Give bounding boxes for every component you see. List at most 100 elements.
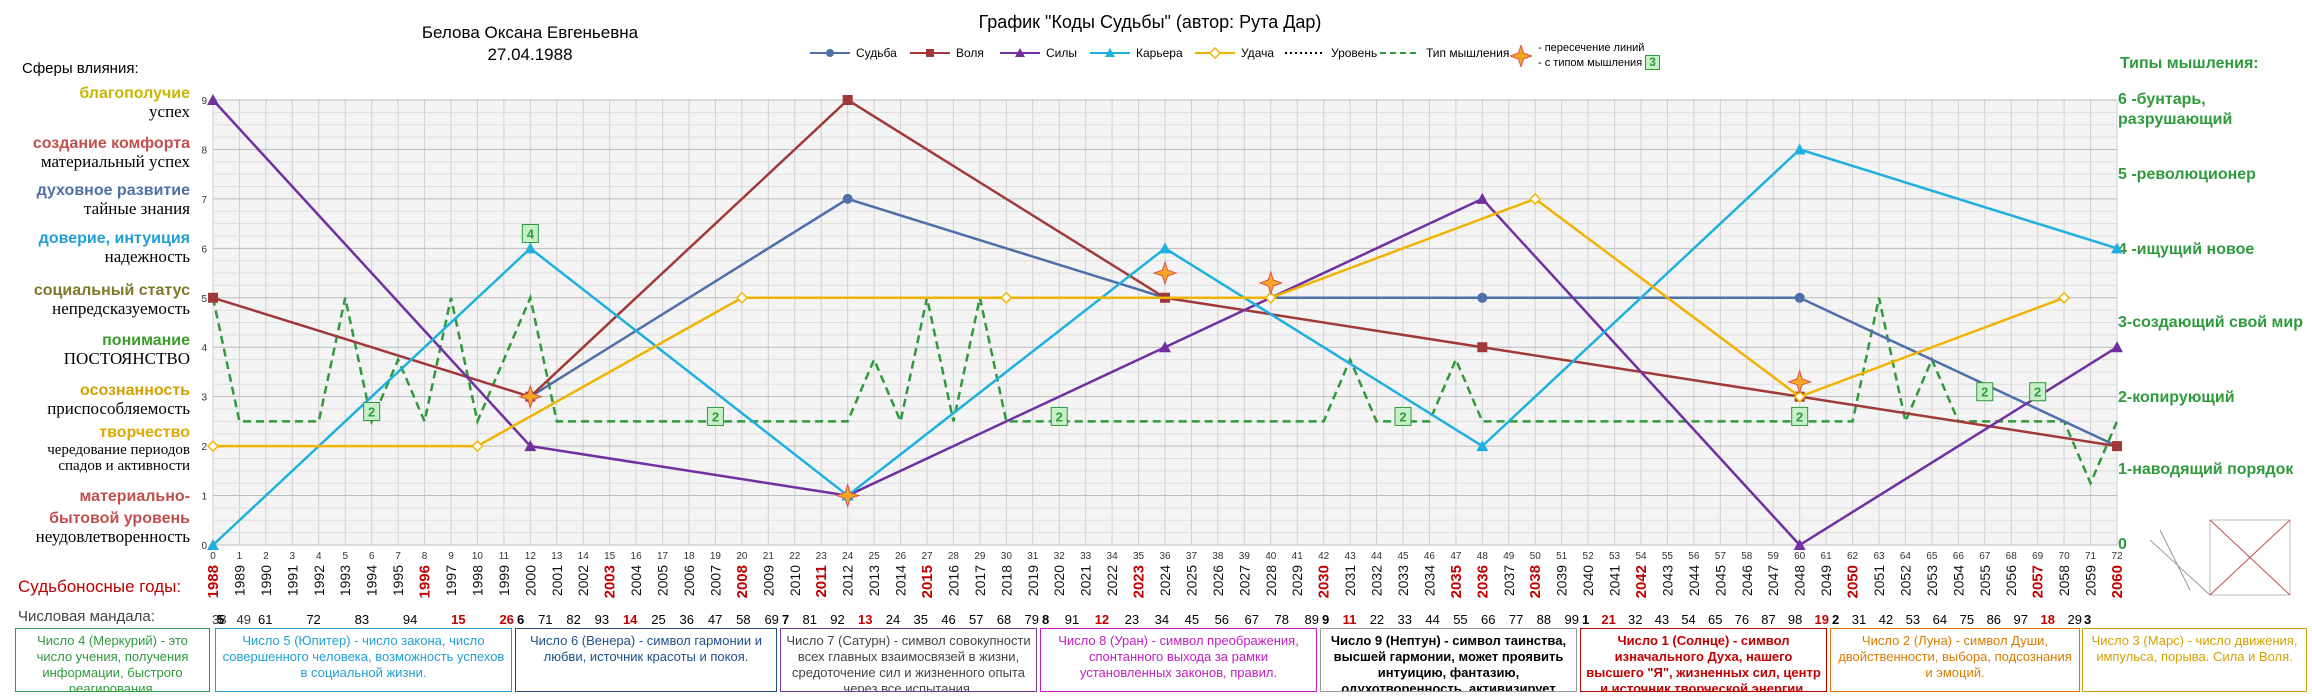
intersection-star (1787, 369, 1813, 395)
x-age-label: 17 (657, 551, 669, 562)
thinking-type-3: 3-создающий свой мир (2118, 314, 2303, 331)
x-year-label: 2036 (1474, 565, 1491, 598)
x-year-label: 2047 (1765, 565, 1781, 596)
mandala-number-group: 2 31 42 53 64 75 86 97 18 29 (1832, 612, 2082, 627)
x-year-label: 1989 (231, 565, 247, 596)
mandala-number: 6 (517, 612, 525, 627)
mandala-number: 24 (885, 612, 901, 627)
x-year-label: 1993 (337, 565, 353, 596)
x-age-label: 12 (525, 551, 537, 562)
mandala-number: 64 (1932, 612, 1948, 627)
y-tick-label: 5 (201, 294, 207, 305)
intersection-star (835, 482, 861, 509)
legend-item-intersection: - пересечение линий - с типом мышления 3 (1510, 42, 1660, 70)
mandala-number: 35 (913, 612, 928, 627)
series-Воля-point (842, 95, 853, 105)
series-Силы-point (2111, 341, 2123, 353)
mandala-number: 21 (1601, 612, 1616, 627)
x-age-label: 51 (1556, 551, 1568, 562)
thinking-badge (1976, 382, 1994, 402)
mandala-box: Число 2 (Луна) - символ Души, двойственн… (1830, 628, 2080, 692)
series-Силы-point (1793, 539, 1806, 550)
x-age-label: 7 (395, 551, 401, 562)
x-year-label: 2050 (1845, 565, 1862, 598)
x-age-label: 58 (1741, 551, 1753, 562)
x-age-label: 60 (1794, 551, 1806, 562)
x-year-label: 2006 (681, 565, 697, 596)
mandala-number: 36 (679, 612, 695, 627)
spheres-title: Сферы влияния: (22, 60, 139, 77)
legend-marker-square-icon (910, 49, 950, 57)
x-age-label: 26 (895, 551, 907, 562)
mandala-number: 72 (306, 612, 321, 627)
mandala-number-group: 8 91 12 23 34 45 56 67 78 89 (1042, 612, 1319, 627)
legend-item-tip-myshleniya: Тип мышления (1380, 46, 1509, 60)
mandala-number: 83 (354, 612, 370, 627)
sphere-item: духовное развитие тайные знания (36, 182, 190, 218)
series-Воля-point (1477, 342, 1488, 353)
series-Карьера-point (524, 242, 537, 254)
mini-diagram-icon (2150, 519, 2291, 596)
thinking-badge (1394, 406, 1412, 426)
mandala-number: 87 (1761, 612, 1776, 627)
mandala-number: 42 (1878, 612, 1894, 627)
x-year-label: 2029 (1289, 565, 1305, 596)
x-year-label: 2001 (549, 565, 565, 596)
legend-marker-circle-icon (810, 49, 850, 57)
mandala-number: 8 (1042, 612, 1050, 627)
x-year-label: 2024 (1157, 565, 1173, 596)
x-year-label: 2038 (1527, 565, 1544, 598)
x-age-label: 42 (1318, 551, 1330, 562)
y-tick-label: 3 (201, 393, 207, 404)
x-year-label: 2009 (760, 565, 776, 596)
x-year-label: 2028 (1263, 565, 1279, 596)
y-tick-label: 0 (201, 541, 207, 552)
mandala-number: 89 (1304, 612, 1319, 627)
mandala-number: 12 (1094, 612, 1110, 627)
mandala-box: Число 5 (Юпитер) - число закона, число с… (215, 628, 512, 692)
x-age-label: 68 (2006, 551, 2018, 562)
x-year-label: 2012 (840, 565, 856, 596)
x-age-label: 10 (472, 551, 484, 562)
mandala-box: Число 1 (Солнце) - символ изначального Д… (1580, 628, 1827, 692)
y-tick-label: 9 (201, 96, 207, 107)
spheres-panel: благополучие успех создание комфорта матер… (0, 0, 200, 560)
x-age-label: 40 (1265, 551, 1277, 562)
thinking-type-5: 5 -революционер (2118, 166, 2256, 183)
x-year-label: 1988 (205, 565, 222, 598)
x-age-label: 38 (1212, 551, 1224, 562)
legend-marker-diamond-icon (1195, 47, 1235, 59)
chart-legend: Судьба Воля Силы Карьера Удача Уровень Т… (800, 42, 1700, 86)
series-Карьера-point (2111, 242, 2123, 254)
mandala-number: 53 (1905, 612, 1921, 627)
sphere-item: творчество чередование периодов спадов и … (47, 424, 190, 474)
x-age-label: 19 (710, 551, 722, 562)
y-tick-label: 6 (201, 244, 207, 255)
x-age-label: 44 (1371, 551, 1383, 562)
series-Удача-point (1264, 291, 1277, 304)
x-year-label: 2046 (1739, 565, 1755, 596)
mandala-number-group: 1 21 32 43 54 65 76 87 98 19 (1582, 612, 1829, 627)
mandala-number: 69 (764, 612, 779, 627)
mandala-number: 7 (782, 612, 790, 627)
legend-item-volya: Воля (910, 46, 984, 60)
series-Силы-point (524, 440, 537, 452)
thinking-badge-label: 2 (1399, 409, 1406, 424)
mandala-number: 25 (651, 612, 666, 627)
legend-marker-triangle-icon (1090, 48, 1130, 57)
intersection-star (1258, 270, 1284, 296)
x-year-label: 2005 (655, 565, 671, 596)
x-year-label: 1999 (496, 565, 512, 596)
mandala-number: 76 (1734, 612, 1750, 627)
x-age-label: 57 (1715, 551, 1727, 562)
x-year-label: 2060 (2109, 565, 2126, 598)
x-age-label: 49 (1503, 551, 1515, 562)
x-age-label: 18 (683, 551, 695, 562)
series-Силы-point (1476, 192, 1489, 204)
mandala-number-group: 5 61 72 83 94 15 26 (217, 612, 514, 627)
thinking-badge-label: 2 (2034, 385, 2041, 400)
mandala-number: 57 (969, 612, 984, 627)
mandala-number: 55 (1453, 612, 1468, 627)
x-year-label: 1998 (469, 565, 485, 596)
thinking-badge-label: 2 (1796, 409, 1803, 424)
